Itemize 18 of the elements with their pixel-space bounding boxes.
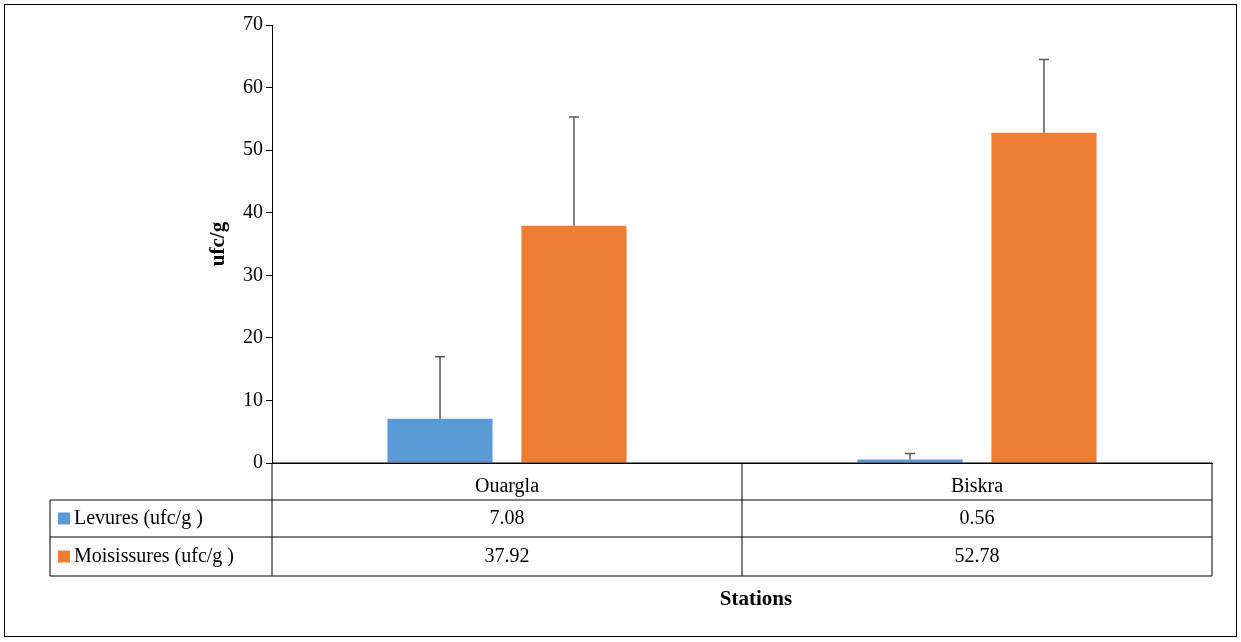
y-tick-label: 40 bbox=[243, 199, 263, 222]
y-tick-label: 60 bbox=[243, 74, 263, 97]
data-label: 37.92 bbox=[484, 543, 530, 566]
y-tick-label: 0 bbox=[253, 450, 263, 473]
legend-label: Levures (ufc/g ) bbox=[74, 505, 203, 529]
x-axis-title: Stations bbox=[719, 586, 793, 611]
y-tick-label: 50 bbox=[243, 137, 263, 160]
legend-label: Moisissures (ufc/g ) bbox=[74, 543, 234, 567]
y-tick-label: 10 bbox=[243, 387, 263, 410]
data-label: 7.08 bbox=[489, 505, 525, 528]
y-axis-title: ufc/g bbox=[205, 221, 230, 267]
data-label: 0.56 bbox=[959, 505, 995, 528]
y-tick-label: 20 bbox=[243, 325, 263, 348]
data-label: 52.78 bbox=[954, 543, 1000, 566]
x-tick-label: Ouargla bbox=[474, 474, 540, 498]
y-tick-label: 30 bbox=[243, 262, 263, 285]
x-tick-label: Biskra bbox=[950, 474, 1004, 497]
y-tick-label: 70 bbox=[243, 12, 263, 35]
